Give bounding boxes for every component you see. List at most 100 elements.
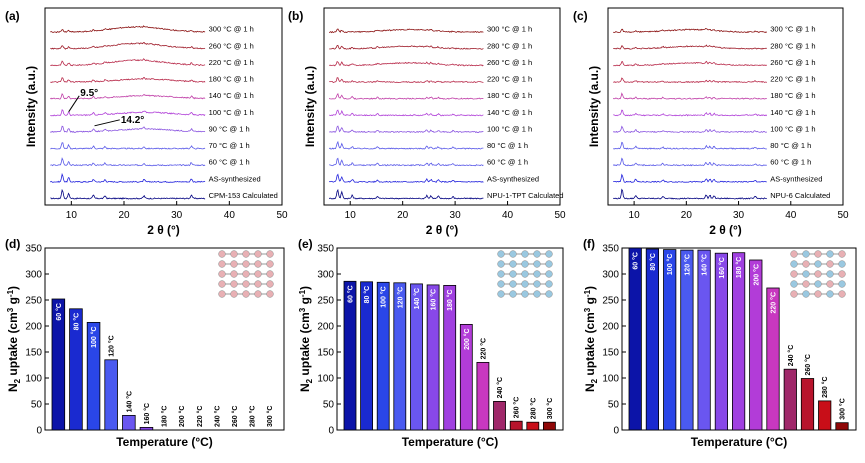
- atom: [242, 290, 250, 298]
- panel-label: (b): [288, 9, 303, 23]
- trace-label: 280 °C @ 1 h: [487, 41, 532, 50]
- xrd-panel-a: (a) 10 20 30 40 50 2 θ (°) Intensity (a.u.) CPM-…: [5, 7, 288, 237]
- y-tick-label: 150: [25, 348, 42, 359]
- x-axis-label: 2 θ (°): [147, 223, 180, 237]
- atom: [242, 270, 250, 278]
- xrd-trace: [613, 60, 767, 67]
- xrd-trace: [50, 157, 206, 167]
- atom: [790, 280, 798, 288]
- trace-label: NPU-1-TPT Calculated: [487, 191, 564, 200]
- trace-label: CPM-153 Calculated: [209, 191, 278, 200]
- atom: [509, 250, 517, 258]
- xrd-trace: [328, 125, 484, 133]
- xrd-trace: [613, 188, 767, 200]
- atom: [802, 250, 810, 258]
- bar-label: 120 °C: [108, 335, 116, 356]
- atom: [814, 250, 822, 258]
- atom: [790, 260, 798, 268]
- atom: [230, 290, 238, 298]
- atom: [497, 290, 505, 298]
- bar-label: 80 °C: [649, 253, 657, 271]
- panel-label: (d): [5, 237, 20, 251]
- atom: [254, 250, 262, 258]
- plot-frame: [607, 7, 844, 206]
- y-tick-label: 0: [613, 426, 619, 437]
- atom: [533, 280, 541, 288]
- trace-label: 260 °C @ 1 h: [770, 58, 815, 67]
- bar-label: 260 °C: [513, 397, 521, 418]
- y-tick-label: 300: [317, 270, 334, 281]
- xrd-panel-b: (b) 10 20 30 40 50 2 θ (°) Intensity (a.u.) NPU-…: [288, 7, 566, 237]
- atom: [826, 260, 834, 268]
- y-tick-label: 50: [608, 400, 620, 411]
- y-tick-label: 300: [25, 270, 42, 281]
- atom: [266, 260, 274, 268]
- atom: [218, 290, 226, 298]
- structure-inset: [497, 250, 553, 298]
- x-tick-label: 20: [397, 210, 409, 221]
- xrd-trace: [329, 61, 484, 67]
- atom: [266, 280, 274, 288]
- bar-label: 180 °C: [735, 257, 743, 278]
- y-axis-label: N2 uptake (cm3 g-1): [583, 286, 599, 392]
- xrd-trace: [50, 109, 206, 117]
- y-tick-label: 0: [36, 426, 42, 437]
- bar-label: 180 °C: [161, 406, 169, 427]
- y-tick-label: 150: [317, 348, 334, 359]
- atom: [826, 290, 834, 298]
- y-tick-label: 0: [328, 426, 334, 437]
- atom: [802, 270, 810, 278]
- xrd-trace: [613, 28, 768, 34]
- bar-label: 160 °C: [430, 289, 438, 310]
- plot-frame: [44, 7, 283, 206]
- y-tick-label: 350: [602, 244, 619, 255]
- trace-label: 180 °C @ 1 h: [209, 75, 254, 84]
- bar-label: 100 °C: [380, 286, 388, 307]
- atom: [497, 250, 505, 258]
- x-axis-label: Temperature (°C): [116, 435, 213, 449]
- y-tick-label: 100: [317, 374, 334, 385]
- xrd-trace: [329, 77, 484, 84]
- bar-label: 140 °C: [125, 391, 133, 412]
- trace-label: 180 °C @ 1 h: [770, 91, 815, 100]
- plot-frame: [44, 247, 285, 431]
- atom: [497, 270, 505, 278]
- bar-label: 220 °C: [770, 292, 778, 313]
- bar-label: 140 °C: [413, 288, 421, 309]
- bar-panel-e: (e) 0 50 100 150 200 250 300 350 Temperature (°C)…: [298, 237, 564, 449]
- trace-label: NPU-6 Calculated: [770, 191, 830, 200]
- bar: [476, 361, 490, 431]
- xrd-trace: [50, 76, 206, 83]
- xrd-trace: [328, 188, 484, 200]
- y-axis-label: Intensity (a.u.): [24, 66, 38, 147]
- bar: [139, 426, 154, 431]
- trace-label: 140 °C @ 1 h: [770, 108, 815, 117]
- annotation-label: 14.2°: [121, 115, 144, 126]
- xrd-trace: [612, 125, 767, 133]
- bar-panel-f: (f) 0 50 100 150 200 250 300 350 Temperature (°C)…: [583, 237, 857, 449]
- x-tick-label: 50: [837, 210, 849, 221]
- bar-label: 240 °C: [787, 345, 795, 366]
- atom: [790, 250, 798, 258]
- bar: [732, 252, 746, 431]
- atom: [521, 260, 529, 268]
- bar-label: 220 °C: [479, 338, 487, 359]
- bar: [459, 323, 473, 431]
- bar: [493, 400, 506, 431]
- x-tick-label: 50: [554, 210, 566, 221]
- y-axis-label: N2 uptake (cm3 g-1): [298, 286, 314, 392]
- annotation-arrow: [68, 95, 80, 113]
- atom: [814, 280, 822, 288]
- y-tick-label: 300: [602, 270, 619, 281]
- panel-label: (e): [298, 237, 313, 251]
- bar: [86, 321, 101, 431]
- bar-label: 240 °C: [496, 377, 504, 398]
- bar: [835, 422, 849, 431]
- atom: [802, 260, 810, 268]
- y-tick-label: 200: [317, 322, 334, 333]
- y-tick-label: 200: [25, 322, 42, 333]
- y-tick-label: 250: [25, 296, 42, 307]
- bar: [645, 248, 660, 431]
- panel-label: (c): [573, 9, 588, 23]
- bar-label: 60 °C: [55, 303, 63, 321]
